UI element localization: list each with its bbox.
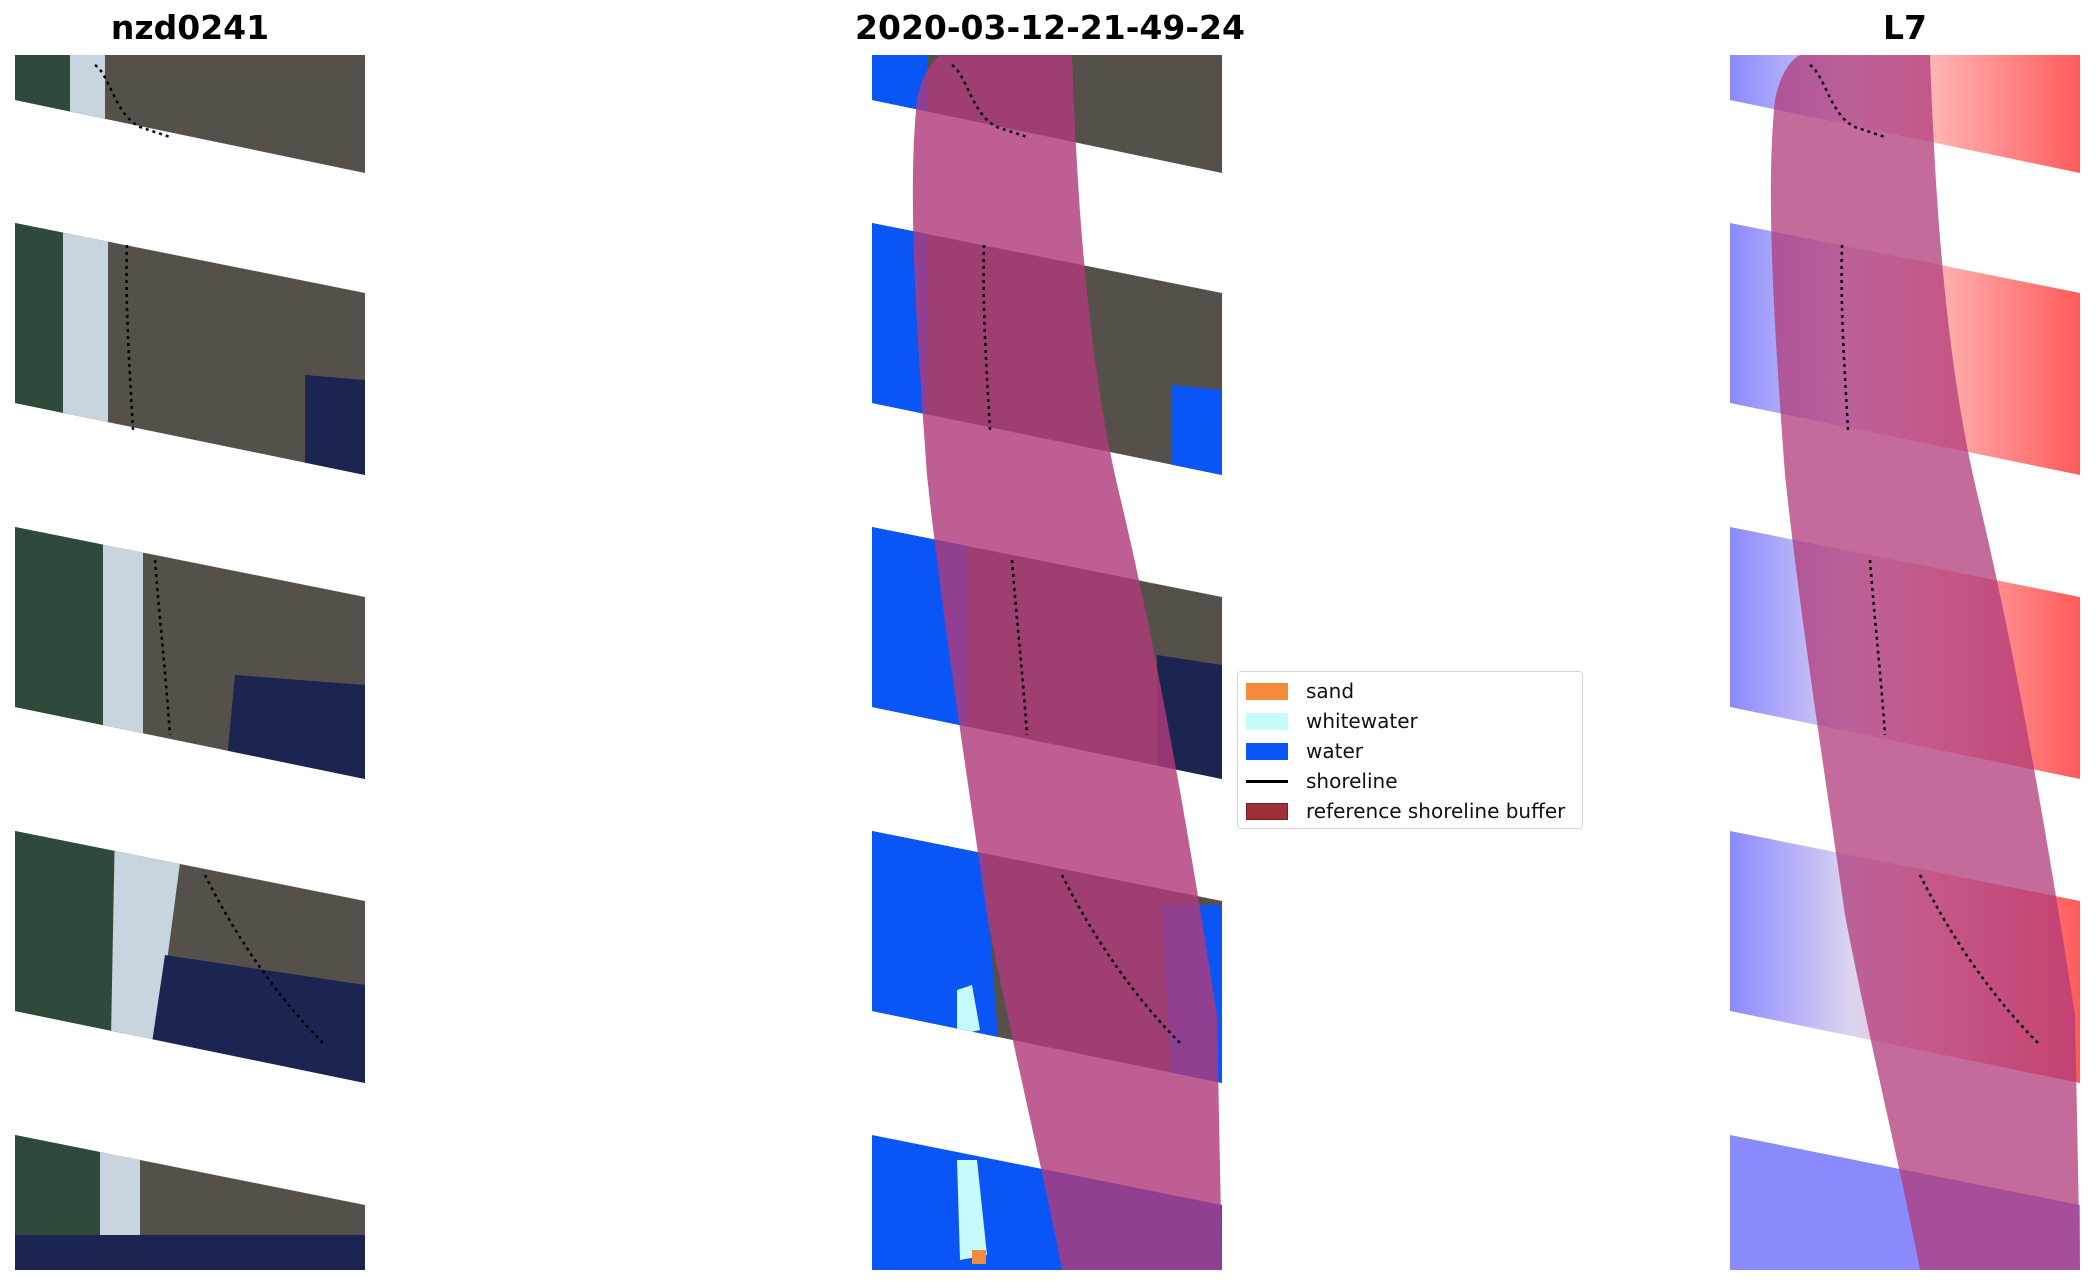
panel-title-rgb: nzd0241 <box>110 8 270 47</box>
sand-swatch <box>1246 682 1288 700</box>
legend-label: shoreline <box>1306 769 1398 793</box>
legend-item-sand: sand <box>1246 676 1574 706</box>
classification-panel <box>872 55 1222 1270</box>
legend-item-shoreline: shoreline <box>1246 766 1574 796</box>
legend-label: reference shoreline buffer <box>1306 799 1566 823</box>
reference-shoreline-buffer <box>912 55 1222 1270</box>
legend-label: sand <box>1306 679 1355 703</box>
legend-item-whitewater: whitewater <box>1246 706 1574 736</box>
legend-label: whitewater <box>1306 709 1418 733</box>
rgb-image-panel <box>15 55 365 1270</box>
shoreline-line <box>951 63 1183 1046</box>
shoreline-line <box>1809 63 2041 1046</box>
index-panel <box>1730 55 2080 1270</box>
panel-title-classification: 2020-03-12-21-49-24 <box>855 8 1245 47</box>
whitewater-swatch <box>1246 712 1288 730</box>
reference-shoreline-buffer <box>1770 55 2080 1270</box>
panel-title-index: L7 <box>1883 8 1927 47</box>
legend-item-water: water <box>1246 736 1574 766</box>
buffer-swatch <box>1246 802 1288 820</box>
shoreline-line <box>94 63 326 1046</box>
legend: sand whitewater water shoreline referenc… <box>1237 671 1583 829</box>
legend-item-buffer: reference shoreline buffer <box>1246 796 1574 826</box>
shoreline-line-swatch <box>1246 779 1288 783</box>
water-swatch <box>1246 742 1288 760</box>
legend-label: water <box>1306 739 1363 763</box>
